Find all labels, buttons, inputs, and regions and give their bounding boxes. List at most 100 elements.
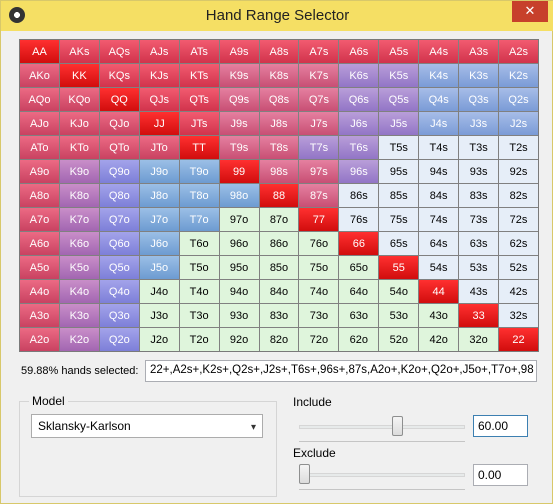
hand-cell-85s[interactable]: 85s [379,184,419,207]
hand-cell-64o[interactable]: 64o [339,280,379,303]
include-value-field[interactable]: 60.00 [473,415,528,437]
hand-cell-A6s[interactable]: A6s [339,40,379,63]
hand-cell-A2o[interactable]: A2o [20,328,59,351]
hand-cell-54s[interactable]: 54s [419,256,459,279]
hand-cell-AQo[interactable]: AQo [20,88,59,111]
hand-cell-73o[interactable]: 73o [299,304,339,327]
hand-cell-77[interactable]: 77 [299,208,339,231]
hand-cell-62o[interactable]: 62o [339,328,379,351]
hand-cell-J5o[interactable]: J5o [139,256,179,279]
hand-cell-88[interactable]: 88 [259,184,299,207]
hand-cell-TT[interactable]: TT [179,136,219,159]
hand-cell-QTo[interactable]: QTo [99,136,139,159]
hand-cell-82s[interactable]: 82s [499,184,538,207]
hand-cell-K4s[interactable]: K4s [419,64,459,87]
hand-cell-74o[interactable]: 74o [299,280,339,303]
hand-cell-Q4o[interactable]: Q4o [99,280,139,303]
hand-cell-66[interactable]: 66 [339,232,379,255]
hand-cell-JTo[interactable]: JTo [139,136,179,159]
hand-cell-T7s[interactable]: T7s [299,136,339,159]
hand-cell-63o[interactable]: 63o [339,304,379,327]
hand-cell-76o[interactable]: 76o [299,232,339,255]
hand-cell-K7s[interactable]: K7s [299,64,339,87]
hand-cell-AKs[interactable]: AKs [59,40,99,63]
hand-cell-52o[interactable]: 52o [379,328,419,351]
hand-cell-85o[interactable]: 85o [259,256,299,279]
hand-cell-A9o[interactable]: A9o [20,160,59,183]
hand-cell-Q7s[interactable]: Q7s [299,88,339,111]
hand-cell-A7s[interactable]: A7s [299,40,339,63]
hand-cell-K7o[interactable]: K7o [59,208,99,231]
hand-cell-Q9o[interactable]: Q9o [99,160,139,183]
hand-cell-93s[interactable]: 93s [459,160,499,183]
hand-cell-A2s[interactable]: A2s [499,40,538,63]
hand-cell-K5s[interactable]: K5s [379,64,419,87]
hand-cell-99[interactable]: 99 [219,160,259,183]
hand-cell-QTs[interactable]: QTs [179,88,219,111]
hand-cell-AQs[interactable]: AQs [99,40,139,63]
hand-cell-74s[interactable]: 74s [419,208,459,231]
exclude-value-field[interactable]: 0.00 [473,464,528,486]
hand-cell-65o[interactable]: 65o [339,256,379,279]
hand-cell-K6s[interactable]: K6s [339,64,379,87]
hand-cell-K5o[interactable]: K5o [59,256,99,279]
hand-cell-32s[interactable]: 32s [499,304,538,327]
hand-cell-K2o[interactable]: K2o [59,328,99,351]
hand-cell-T6s[interactable]: T6s [339,136,379,159]
hand-cell-55[interactable]: 55 [379,256,419,279]
hand-cell-T2o[interactable]: T2o [179,328,219,351]
hand-cell-K9s[interactable]: K9s [219,64,259,87]
hand-cell-64s[interactable]: 64s [419,232,459,255]
exclude-slider-thumb[interactable] [299,464,310,484]
hand-cell-T5o[interactable]: T5o [179,256,219,279]
hand-cell-A7o[interactable]: A7o [20,208,59,231]
range-text-field[interactable]: 22+,A2s+,K2s+,Q2s+,J2s+,T6s+,96s+,87s,A2… [145,360,537,382]
hand-cell-KTo[interactable]: KTo [59,136,99,159]
hand-cell-92s[interactable]: 92s [499,160,538,183]
hand-cell-K8s[interactable]: K8s [259,64,299,87]
hand-cell-J7o[interactable]: J7o [139,208,179,231]
hand-cell-65s[interactable]: 65s [379,232,419,255]
close-button[interactable]: ✕ [512,1,548,22]
hand-cell-KJs[interactable]: KJs [139,64,179,87]
hand-cell-95s[interactable]: 95s [379,160,419,183]
hand-cell-KQs[interactable]: KQs [99,64,139,87]
hand-cell-Q5o[interactable]: Q5o [99,256,139,279]
hand-cell-83o[interactable]: 83o [259,304,299,327]
hand-cell-A4o[interactable]: A4o [20,280,59,303]
hand-cell-A6o[interactable]: A6o [20,232,59,255]
hand-cell-KK[interactable]: KK [59,64,99,87]
hand-cell-J9o[interactable]: J9o [139,160,179,183]
hand-cell-A5o[interactable]: A5o [20,256,59,279]
hand-cell-93o[interactable]: 93o [219,304,259,327]
hand-cell-72s[interactable]: 72s [499,208,538,231]
hand-cell-A3o[interactable]: A3o [20,304,59,327]
hand-cell-Q3s[interactable]: Q3s [459,88,499,111]
hand-cell-A9s[interactable]: A9s [219,40,259,63]
hand-cell-22[interactable]: 22 [499,328,538,351]
hand-cell-98o[interactable]: 98o [219,184,259,207]
hand-cell-63s[interactable]: 63s [459,232,499,255]
hand-cell-76s[interactable]: 76s [339,208,379,231]
hand-cell-94o[interactable]: 94o [219,280,259,303]
hand-cell-53o[interactable]: 53o [379,304,419,327]
hand-cell-KTs[interactable]: KTs [179,64,219,87]
hand-cell-K2s[interactable]: K2s [499,64,538,87]
hand-cell-97o[interactable]: 97o [219,208,259,231]
hand-cell-JJ[interactable]: JJ [139,112,179,135]
hand-cell-AKo[interactable]: AKo [20,64,59,87]
hand-cell-54o[interactable]: 54o [379,280,419,303]
model-dropdown[interactable]: Sklansky-Karlson ▾ [31,414,263,438]
hand-cell-75o[interactable]: 75o [299,256,339,279]
hand-cell-T4s[interactable]: T4s [419,136,459,159]
hand-cell-ATo[interactable]: ATo [20,136,59,159]
include-slider-thumb[interactable] [392,416,403,436]
hand-cell-AJs[interactable]: AJs [139,40,179,63]
hand-cell-A4s[interactable]: A4s [419,40,459,63]
hand-cell-J8s[interactable]: J8s [259,112,299,135]
hand-cell-QJs[interactable]: QJs [139,88,179,111]
hand-cell-72o[interactable]: 72o [299,328,339,351]
hand-cell-K8o[interactable]: K8o [59,184,99,207]
hand-cell-Q3o[interactable]: Q3o [99,304,139,327]
hand-cell-T2s[interactable]: T2s [499,136,538,159]
